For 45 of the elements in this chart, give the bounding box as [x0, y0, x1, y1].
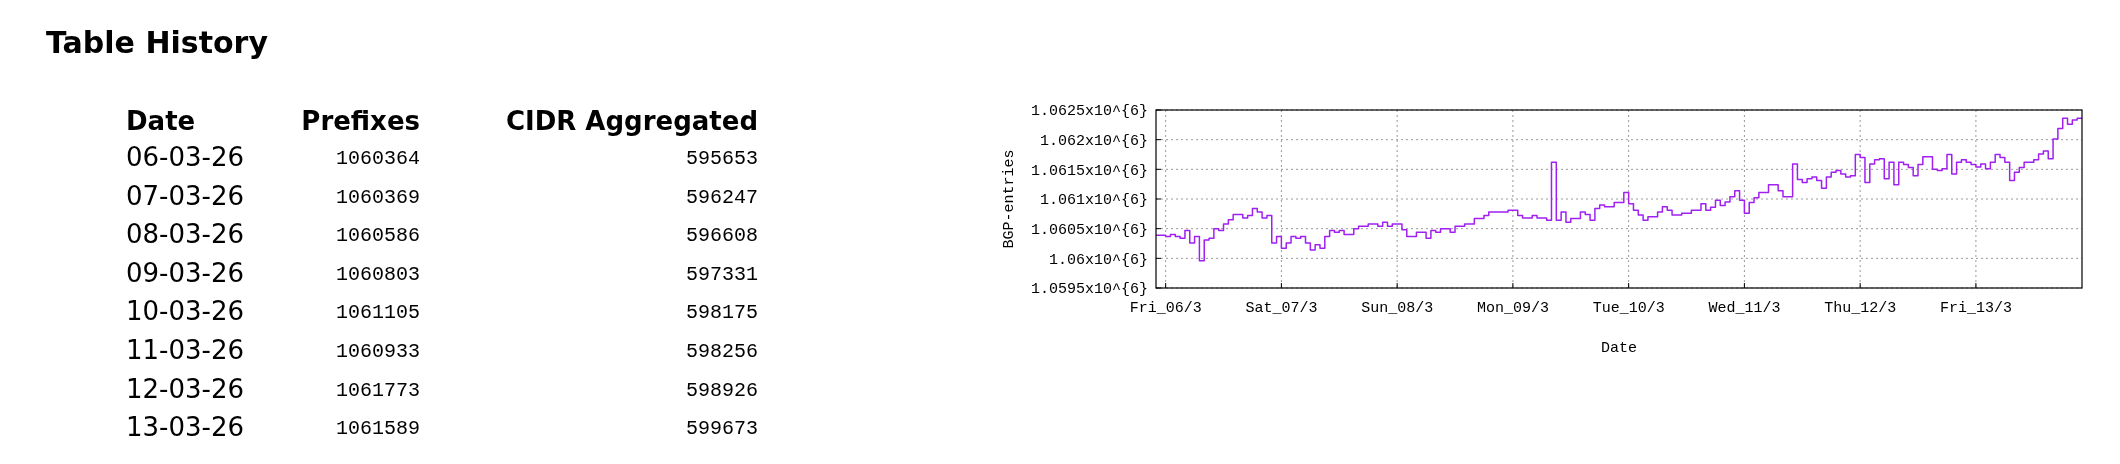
y-tick-label: 1.0615x10^{6} — [1030, 162, 1148, 180]
y-tick-label: 1.061x10^{6} — [1039, 192, 1148, 210]
y-tick-label: 1.062x10^{6} — [1039, 132, 1148, 150]
text: Prefixes — [301, 106, 420, 136]
data-label: 599673 — [685, 417, 758, 441]
x-tick-label: Thu_12/3 — [1824, 300, 1897, 317]
data-label: 1060586 — [335, 224, 420, 248]
data-label: 1060933 — [335, 340, 420, 363]
data-label: 598175 — [685, 301, 758, 325]
x-tick-label: Sun_08/3 — [1361, 300, 1434, 317]
category-label: 08-03-26 — [126, 219, 245, 250]
y-tick-label: 1.0625x10^{6} — [1030, 103, 1148, 121]
data-label: 1061105 — [335, 301, 420, 325]
text: CIDR Aggregated — [505, 106, 758, 136]
x-axis-title: Date — [1600, 340, 1638, 357]
x-tick-label: Fri_06/3 — [1129, 300, 1202, 317]
category-label: 10-03-26 — [126, 296, 245, 327]
category-label: 11-03-26 — [126, 335, 245, 365]
data-label: 1060803 — [335, 262, 420, 286]
x-tick-label: Wed_11/3 — [1708, 300, 1781, 317]
category-label: 09-03-26 — [126, 257, 245, 288]
y-axis-title: BGP-entries — [1001, 149, 1018, 249]
data-label: 595653 — [685, 147, 758, 170]
x-tick-label: Fri_13/3 — [1939, 300, 2012, 317]
data-label: 1061589 — [335, 417, 420, 441]
data-label: 597331 — [685, 262, 758, 286]
data-label: 1060369 — [335, 185, 420, 209]
data-label: 1060364 — [335, 147, 420, 170]
y-tick-label: 1.0605x10^{6} — [1030, 221, 1148, 239]
data-label: 598926 — [685, 378, 758, 402]
data-label: 598256 — [685, 340, 758, 363]
x-tick-label: Mon_09/3 — [1476, 300, 1549, 317]
x-tick-label: Tue_10/3 — [1592, 300, 1665, 317]
category-label: 12-03-26 — [126, 373, 245, 404]
data-label: 596608 — [685, 224, 758, 248]
category-label: 13-03-26 — [126, 412, 245, 443]
category-label: 07-03-26 — [126, 180, 245, 211]
category-label: 06-03-26 — [126, 142, 245, 172]
y-tick-label: 1.06x10^{6} — [1048, 251, 1148, 269]
text: Table History — [46, 25, 269, 60]
data-label: 1061773 — [335, 378, 420, 402]
y-tick-label: 1.0595x10^{6} — [1030, 281, 1148, 299]
x-tick-label: Sat_07/3 — [1245, 300, 1318, 317]
text: Date — [126, 106, 196, 136]
data-label: 596247 — [685, 185, 758, 209]
